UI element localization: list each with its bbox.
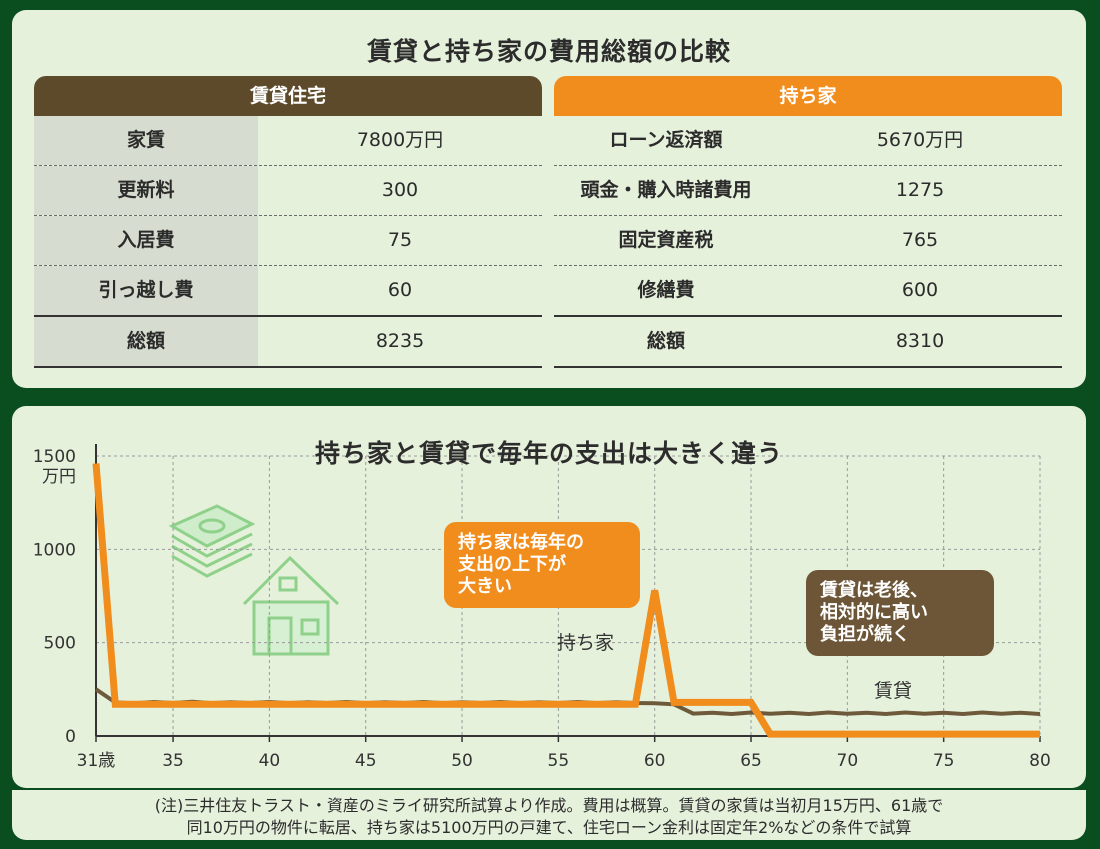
summary-title: 賃貸と持ち家の費用総額の比較 (366, 37, 731, 66)
y-unit-label: 万円 (42, 467, 76, 487)
row-label: 更新料 (34, 166, 258, 215)
own-table-header: 持ち家 (554, 76, 1062, 116)
row-value: 75 (387, 229, 413, 251)
rent-table-header: 賃貸住宅 (34, 76, 542, 116)
table-row-total: 総額 8310 (554, 317, 1062, 368)
rent-table: 賃貸住宅 家賃 7800万円 更新料 300 入居費 75 引っ越し費 60 総… (34, 76, 542, 368)
house-icon (242, 555, 340, 656)
x-tick-label: 35 (162, 751, 184, 771)
series-line-own (92, 463, 1040, 738)
rent-annotation-bubble: 賃貸は老後、 相対的に高い 負担が続く (806, 570, 994, 656)
row-value: 8235 (375, 330, 425, 352)
x-tick-label: 45 (355, 751, 377, 771)
footnote: (注)三井住友トラスト・資産のミライ研究所試算より作成。費用は概算。賃貸の家賃は… (12, 790, 1086, 840)
y-tick-label: 0 (65, 727, 76, 747)
rent-annotation-text: 賃貸は老後、 相対的に高い 負担が続く (820, 580, 928, 645)
row-value: 8310 (895, 330, 945, 352)
table-row: ローン返済額 5670万円 (554, 116, 1062, 166)
x-tick-label: 80 (1029, 751, 1051, 771)
table-row: 固定資産税 765 (554, 216, 1062, 266)
own-annotation-text: 持ち家は毎年の 支出の上下が 大きい (458, 532, 584, 597)
row-value: 300 (381, 179, 419, 201)
summary-panel: 賃貸と持ち家の費用総額の比較 賃貸住宅 家賃 7800万円 更新料 300 入居… (12, 10, 1086, 388)
chart-title: 持ち家と賃貸で毎年の支出は大きく違う (314, 439, 783, 468)
table-row-total: 総額 8235 (34, 317, 542, 368)
row-label: ローン返済額 (609, 129, 723, 151)
row-label: 修繕費 (637, 279, 695, 301)
x-tick-label: 55 (548, 751, 570, 771)
row-value: 5670万円 (876, 129, 964, 151)
row-label: 頭金・購入時諸費用 (580, 179, 752, 201)
y-tick-label: 1000 (33, 540, 76, 560)
x-tick-label: 40 (259, 751, 281, 771)
table-row: 更新料 300 (34, 166, 542, 216)
y-tick-label: 500 (44, 634, 76, 654)
series-label-own: 持ち家 (557, 632, 615, 654)
footnote-line-1: (注)三井住友トラスト・資産のミライ研究所試算より作成。費用は概算。賃貸の家賃は… (154, 796, 944, 815)
row-label: 家賃 (34, 116, 258, 165)
row-value: 600 (901, 279, 939, 301)
x-tick-label: 70 (837, 751, 859, 771)
row-label: 総額 (646, 330, 685, 352)
row-label: 総額 (34, 317, 258, 366)
row-label: 引っ越し費 (34, 266, 258, 315)
y-tick-label: 1500 (33, 447, 76, 467)
row-value: 7800万円 (356, 129, 444, 151)
footnote-line-2: 同10万円の物件に転居、持ち家は5100万円の戸建て、住宅ローン金利は固定年2%… (186, 818, 912, 837)
chart-panel: 0 500 1000 1500 万円 31歳 35 40 45 50 55 60 65 70 75 80 持ち… (12, 406, 1086, 788)
x-tick-label: 65 (740, 751, 762, 771)
row-label: 固定資産税 (618, 229, 714, 251)
x-tick-label: 31歳 (77, 751, 116, 771)
table-row: 頭金・購入時諸費用 1275 (554, 166, 1062, 216)
series-label-rent: 賃貸 (874, 680, 913, 702)
x-tick-label: 75 (933, 751, 955, 771)
table-row: 引っ越し費 60 (34, 266, 542, 317)
x-tick-label: 60 (644, 751, 666, 771)
row-value: 765 (901, 229, 939, 251)
table-row: 家賃 7800万円 (34, 116, 542, 166)
row-value: 60 (387, 279, 413, 301)
own-table: 持ち家 ローン返済額 5670万円 頭金・購入時諸費用 1275 固定資産税 7… (554, 76, 1062, 368)
own-annotation-bubble: 持ち家は毎年の 支出の上下が 大きい (444, 522, 640, 608)
table-row: 入居費 75 (34, 216, 542, 266)
table-row: 修繕費 600 (554, 266, 1062, 317)
row-label: 入居費 (34, 216, 258, 265)
row-value: 1275 (895, 179, 945, 201)
x-tick-label: 50 (451, 751, 473, 771)
money-stack-icon (168, 504, 256, 578)
